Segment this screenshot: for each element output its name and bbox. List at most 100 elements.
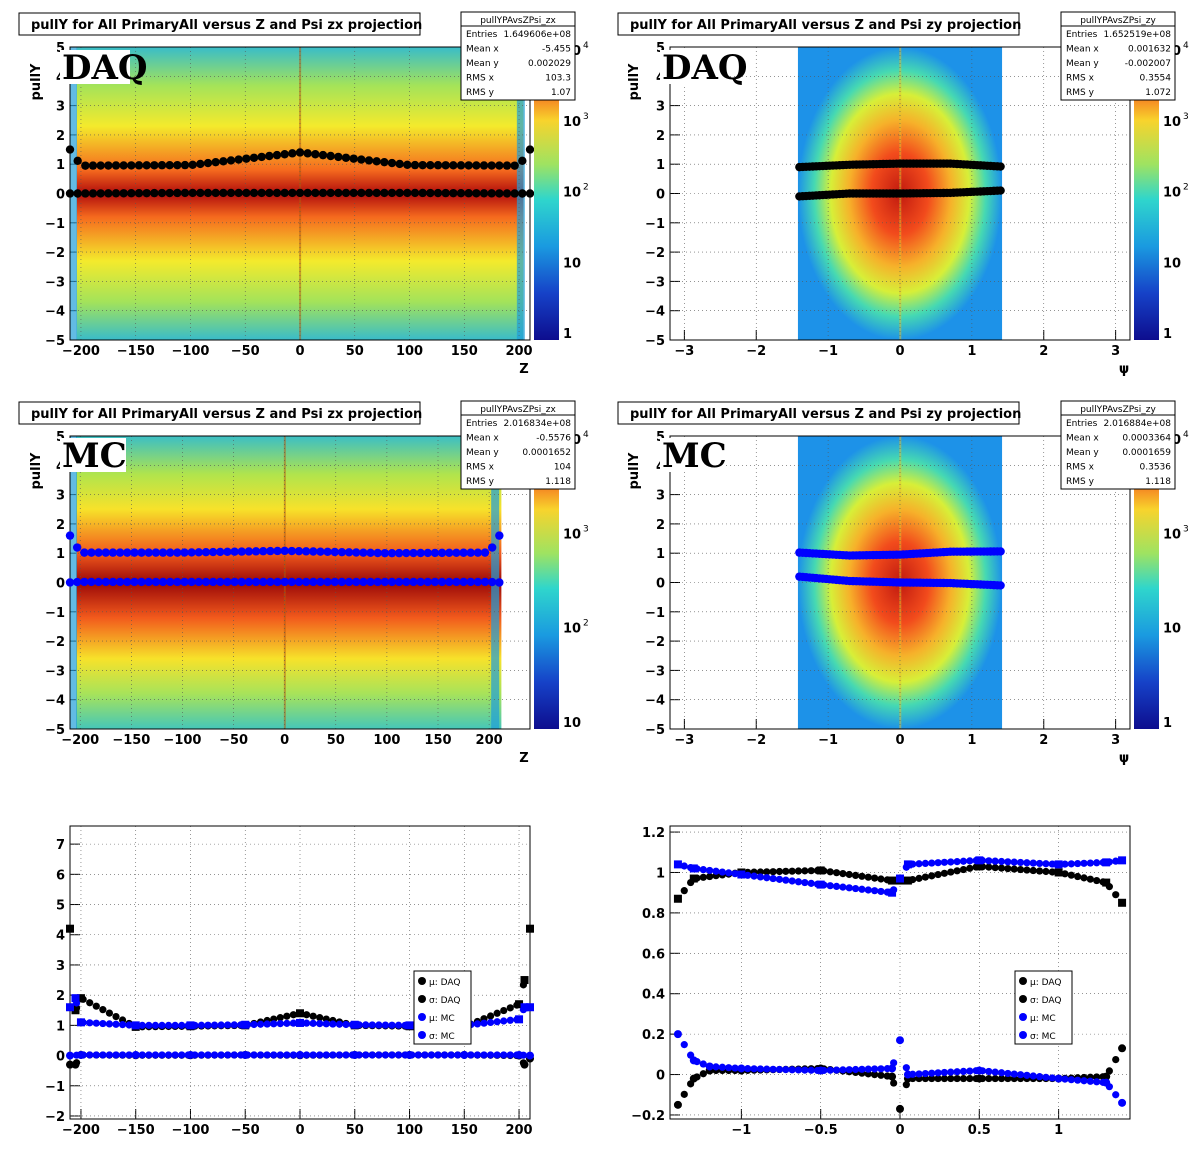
x-tick-label: 150 xyxy=(424,733,451,748)
overlay-point xyxy=(402,548,411,558)
overlay-point xyxy=(208,577,218,587)
data-point xyxy=(243,1051,252,1059)
data-point xyxy=(788,877,796,885)
overlay-point xyxy=(180,188,190,198)
stats-value: -0.5576 xyxy=(536,434,571,444)
x-tick-label: −3 xyxy=(674,733,694,748)
data-point xyxy=(706,872,714,881)
overlay-point xyxy=(108,548,118,557)
data-point xyxy=(184,1021,192,1029)
overlay-point xyxy=(449,188,458,198)
y-tick-label: 2 xyxy=(656,129,665,144)
overlay-point xyxy=(344,548,354,557)
data-point xyxy=(782,867,790,875)
x-tick-label: 0 xyxy=(895,733,904,748)
overlay-point xyxy=(323,547,332,557)
overlay-point xyxy=(119,189,128,198)
data-point xyxy=(118,1051,127,1059)
overlay-point xyxy=(495,161,504,170)
data-point xyxy=(858,1065,866,1073)
data-point xyxy=(270,1020,278,1028)
data-point xyxy=(519,1006,528,1014)
legend-marker xyxy=(1019,1013,1027,1021)
overlay-point xyxy=(418,160,427,170)
y-axis-label: pullY xyxy=(29,452,44,489)
data-point xyxy=(72,1059,81,1067)
overlay-point xyxy=(80,548,89,557)
overlay-point xyxy=(472,189,481,198)
data-point xyxy=(276,1019,284,1028)
y-tick-label: 0.8 xyxy=(642,907,665,922)
data-point xyxy=(486,1051,495,1059)
x-tick-label: −200 xyxy=(62,344,100,359)
data-point xyxy=(782,1066,790,1074)
data-point xyxy=(699,1060,707,1068)
data-point xyxy=(145,1051,153,1059)
data-point xyxy=(902,876,910,885)
data-point xyxy=(1093,859,1101,867)
data-point xyxy=(985,1067,993,1076)
plot-frame xyxy=(669,46,1131,341)
palette-exponent: 2 xyxy=(583,183,589,193)
data-point xyxy=(1067,1076,1075,1084)
data-point xyxy=(1048,860,1056,868)
overlay-point xyxy=(130,548,139,557)
data-point xyxy=(1118,1099,1126,1107)
data-point xyxy=(915,874,923,882)
data-point xyxy=(788,867,796,875)
data-point xyxy=(1080,1077,1088,1085)
stats-key: RMS y xyxy=(1066,477,1095,487)
overlay-point xyxy=(380,188,389,198)
data-point xyxy=(953,1068,961,1076)
overlay-point xyxy=(416,577,425,587)
overlay-point xyxy=(88,161,98,170)
overlay-point xyxy=(326,188,335,198)
x-tick-label: −200 xyxy=(61,733,99,748)
data-point xyxy=(725,1064,733,1072)
data-point xyxy=(289,1011,298,1019)
legend-label: μ: DAQ xyxy=(429,978,460,988)
data-point xyxy=(997,1069,1006,1077)
data-point xyxy=(1004,864,1012,873)
y-tick-label: −1 xyxy=(45,606,65,621)
y-tick-label: 5 xyxy=(656,430,665,445)
y-tick-label: −4 xyxy=(45,694,65,709)
overlay-point xyxy=(323,577,332,587)
data-point xyxy=(782,876,790,884)
stats-key: Entries xyxy=(466,30,498,40)
y-tick-label: 3 xyxy=(56,489,65,504)
data-point xyxy=(794,878,803,886)
overlay-point xyxy=(287,577,297,587)
data-point xyxy=(283,1019,291,1027)
data-point xyxy=(921,873,929,881)
data-point xyxy=(1118,1044,1126,1052)
overlay-point xyxy=(249,153,259,162)
legend-label: μ: MC xyxy=(1030,1014,1056,1024)
stats-key: Mean y xyxy=(1066,448,1099,458)
overlay-point xyxy=(216,577,225,587)
x-axis-label: ψ xyxy=(1119,751,1129,766)
overlay-point xyxy=(349,154,358,163)
y-tick-label: 2 xyxy=(56,518,65,533)
data-point xyxy=(118,1021,127,1029)
palette-label: 10 xyxy=(563,716,581,731)
data-point xyxy=(921,1074,929,1083)
overlay-point xyxy=(216,547,225,557)
overlay-point xyxy=(104,189,113,198)
data-point xyxy=(699,873,707,881)
data-point xyxy=(985,857,993,865)
overlay-point xyxy=(394,548,404,558)
panel-title-box xyxy=(18,12,421,36)
x-tick-label: −150 xyxy=(117,1123,155,1138)
overlay-point xyxy=(502,189,512,198)
palette-label: 10 xyxy=(1163,622,1181,637)
stats-name: pullYPAvsZPsi_zy xyxy=(1080,405,1156,415)
data-point xyxy=(909,876,917,884)
data-point xyxy=(801,1066,809,1074)
overlay-point xyxy=(234,188,243,198)
x-tick-label: 150 xyxy=(451,1123,478,1138)
data-point xyxy=(1099,878,1107,886)
overlay-point xyxy=(288,188,297,198)
profile-panel: −200 −150 −100 −50 0 50 100 150 200 −2 −1 0 1 2 3 4 5 6 7 μ… xyxy=(45,825,534,1138)
y-tick-label: 5 xyxy=(56,430,65,445)
